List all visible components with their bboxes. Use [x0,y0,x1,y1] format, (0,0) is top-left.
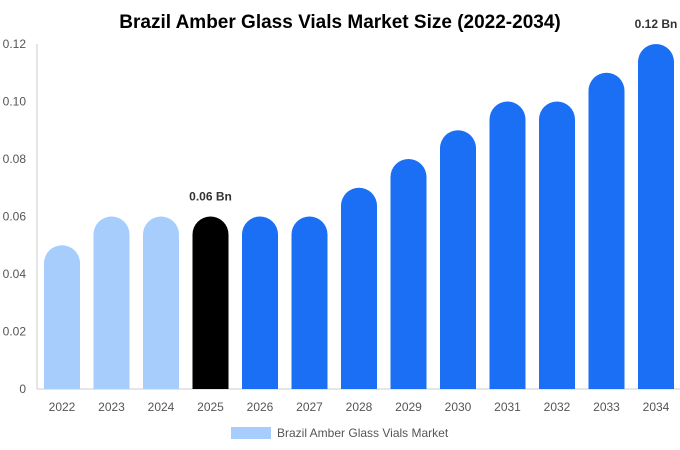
bar-2030[interactable] [440,130,476,390]
x-tick-label: 2032 [544,400,571,414]
data-label: 0.06 Bn [189,190,232,204]
y-tick-label: 0.02 [3,325,27,339]
x-tick-label: 2029 [395,400,422,414]
bar-2025[interactable] [192,216,229,390]
chart-data-labels: 0.06 Bn 0.12 Bn [189,17,677,204]
x-tick-label: 2033 [593,400,620,414]
bar-2031[interactable] [489,101,526,390]
bar-2027[interactable] [291,216,328,390]
x-tick-label: 2030 [445,400,472,414]
y-tick-label: 0.06 [3,210,27,224]
legend-swatch [231,427,271,439]
x-tick-label: 2024 [148,400,175,414]
bar-2024[interactable] [143,216,179,390]
bar-2034[interactable] [638,44,674,389]
x-tick-label: 2026 [247,400,274,414]
y-tick-label: 0.04 [3,267,27,281]
bar-2028[interactable] [341,187,377,389]
x-tick-label: 2028 [346,400,373,414]
bar-2033[interactable] [588,72,625,389]
x-tick-label: 2031 [494,400,521,414]
bar-2026[interactable] [242,216,278,390]
bar-2022[interactable] [44,245,80,389]
chart-title: Brazil Amber Glass Vials Market Size (20… [119,12,560,33]
y-tick-label: 0.08 [3,152,27,166]
x-tick-label: 2022 [49,400,76,414]
legend-label: Brazil Amber Glass Vials Market [277,426,449,440]
y-tick-label: 0.12 [3,37,27,51]
chart-axes: 0 0.02 0.04 0.06 0.08 0.10 0.12 2022 2023 2024 202… [3,37,680,414]
chart-bars [44,44,674,390]
data-label: 0.12 Bn [635,17,678,31]
y-tick-label: 0 [19,382,26,396]
x-tick-label: 2027 [296,400,323,414]
bar-2023[interactable] [93,216,130,390]
chart-legend[interactable]: Brazil Amber Glass Vials Market [231,426,449,440]
x-tick-label: 2034 [643,400,670,414]
x-tick-label: 2025 [197,400,224,414]
y-tick-label: 0.10 [3,95,27,109]
bar-2032[interactable] [539,101,575,390]
x-tick-label: 2023 [98,400,125,414]
bar-2029[interactable] [390,159,427,389]
